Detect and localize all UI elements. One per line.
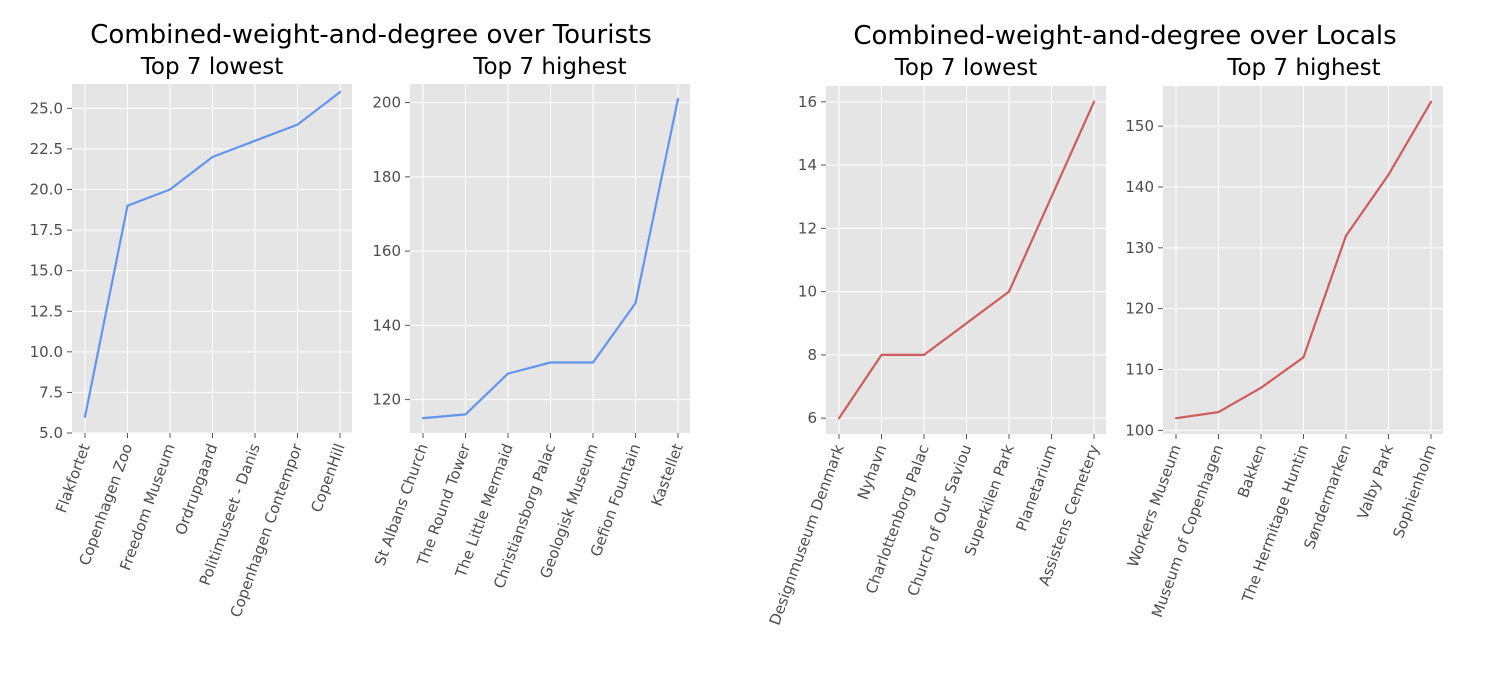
locals-highest-y-tick-label: 150 (1125, 117, 1154, 135)
tourists-highest-x-tick-label: Kastellet (648, 441, 687, 508)
locals-lowest-y-tick-label: 14 (798, 156, 817, 174)
locals-highest-y-tick-label: 130 (1125, 239, 1154, 257)
tourists-lowest-y-tick-label: 5.0 (39, 424, 63, 442)
tourists-lowest-y-tick-label: 17.5 (30, 221, 63, 239)
locals-lowest-y-tick-label: 6 (807, 409, 817, 427)
locals-lowest-data-point (1050, 195, 1053, 198)
tourists-highest-data-point (549, 361, 552, 364)
locals-lowest-x-tick-label: Designmuseum Denmark (766, 442, 848, 628)
tourists-highest-data-point (422, 417, 424, 419)
tourists-highest-title: Top 7 highest (472, 54, 626, 80)
tourists-lowest-x-tick-label: CopenHill (307, 441, 348, 515)
tourists-highest-data-point (677, 98, 679, 100)
tourists-lowest-data-point (84, 415, 86, 418)
tourists-highest-data-point (464, 413, 467, 416)
tourists-lowest-panel: 5.0 7.5 10.0 12.5 15.0 17.5 20.0 22.5 25.0 Flakfo… (30, 84, 352, 620)
tourists-lowest-title: Top 7 lowest (140, 54, 284, 80)
tourists-highest-y-tick-label: 140 (372, 316, 401, 334)
tourists-lowest-data-point (126, 204, 129, 207)
locals-highest-x-tick-label: Valby Park (1354, 442, 1398, 522)
locals-lowest-x-tick-label: Nyhavn (854, 442, 890, 502)
locals-lowest-title: Top 7 lowest (894, 55, 1038, 81)
locals-highest-y-tick-label: 100 (1125, 421, 1154, 439)
locals-lowest-data-point (1093, 101, 1095, 103)
tourists-lowest-data-point (254, 140, 256, 142)
locals-lowest-x-tick-label: Planetarium (1012, 442, 1060, 533)
locals-lowest-data-point (838, 417, 840, 419)
tourists-lowest-y-tick-label: 10.0 (30, 343, 63, 361)
locals-highest-data-point (1387, 174, 1390, 176)
locals-lowest-y-tick-label: 10 (798, 283, 817, 301)
tourists-highest-y-tick-label: 120 (372, 391, 401, 409)
locals-highest-data-point (1430, 101, 1432, 103)
locals-highest-x-tick-label: Sophienholm (1389, 442, 1439, 540)
tourists-lowest-y-tick-label: 22.5 (30, 140, 63, 158)
tourists-lowest-y-tick-label: 25.0 (30, 99, 63, 117)
locals-lowest-y-tick-label: 8 (807, 346, 817, 364)
locals-lowest-data-point (923, 354, 925, 356)
locals-highest-data-point (1175, 417, 1177, 419)
locals-highest-y-tick-label: 140 (1125, 178, 1154, 196)
locals-highest-y-tick-label: 120 (1125, 300, 1154, 318)
tourists-highest-data-point (634, 302, 637, 304)
tourists-lowest-x-tick-label: Ordrupgaard (172, 441, 222, 537)
tourists-highest-y-tick-label: 160 (372, 242, 401, 260)
tourists-lowest-data-point (339, 91, 341, 93)
tourists-lowest-data-point (169, 188, 171, 191)
locals-highest-y-tick-label: 110 (1125, 361, 1154, 379)
tourists-figure-title: Combined-weight-and-degree over Tourists (90, 20, 652, 50)
tourists-lowest-x-tick-label: Flakfortet (52, 441, 94, 515)
locals-highest-data-point (1345, 234, 1347, 237)
locals-highest-title: Top 7 highest (1226, 55, 1380, 81)
locals-lowest-data-point (880, 354, 883, 356)
locals-figure-title: Combined-weight-and-degree over Locals (853, 21, 1396, 51)
tourists-lowest-y-tick-label: 15.0 (30, 262, 63, 280)
tourists-highest-data-point (592, 361, 594, 364)
tourists-lowest-data-point (211, 156, 214, 158)
tourists-lowest-y-tick-label: 7.5 (39, 383, 63, 401)
locals-highest-data-point (1302, 356, 1305, 359)
locals-lowest-data-point (1008, 290, 1010, 293)
tourists-lowest-y-tick-label: 12.5 (30, 302, 63, 320)
locals-highest-x-tick-label: Bakken (1234, 442, 1270, 500)
tourists-highest-y-tick-label: 180 (372, 168, 401, 186)
locals-highest-data-point (1217, 411, 1220, 413)
tourists-highest-y-tick-label: 200 (372, 94, 401, 112)
locals-lowest-data-point (965, 322, 968, 325)
tourists-lowest-y-tick-label: 20.0 (30, 181, 63, 199)
locals-highest-data-point (1260, 386, 1262, 389)
tourists-lowest-data-point (296, 123, 299, 126)
tourists-highest-data-point (507, 372, 509, 375)
locals-lowest-y-tick-label: 16 (798, 93, 817, 111)
locals-lowest-y-tick-label: 12 (798, 219, 817, 237)
